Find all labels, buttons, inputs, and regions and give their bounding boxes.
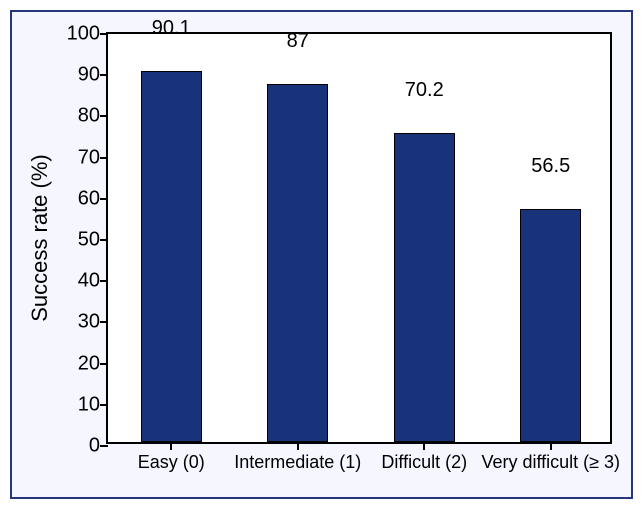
- x-tick-label: Difficult (2): [381, 442, 467, 473]
- y-tick-label: 40: [78, 270, 108, 293]
- x-tick-label: Very difficult (≥ 3): [481, 442, 620, 473]
- y-tick-label: 60: [78, 187, 108, 210]
- x-tick-label: Intermediate (1): [234, 442, 361, 473]
- bar: [141, 71, 202, 442]
- y-tick-label: 90: [78, 64, 108, 87]
- bar-value-label: 90.1: [152, 17, 191, 44]
- bar: [394, 133, 455, 442]
- x-tick-label: Easy (0): [138, 442, 205, 473]
- bar-value-label: 87: [287, 30, 309, 57]
- y-tick-label: 0: [89, 435, 108, 458]
- y-tick-label: 100: [67, 23, 108, 46]
- y-tick-label: 80: [78, 105, 108, 128]
- y-tick-label: 10: [78, 393, 108, 416]
- bar: [267, 84, 328, 442]
- bar-value-label: 70.2: [405, 79, 444, 106]
- bar: [520, 209, 581, 442]
- y-tick-label: 50: [78, 229, 108, 252]
- bar-value-label: 56.5: [531, 155, 570, 182]
- y-tick-label: 20: [78, 352, 108, 375]
- y-tick-label: 30: [78, 311, 108, 334]
- plot-area: 0102030405060708090100Easy (0)90.1Interm…: [106, 32, 612, 444]
- outer-container: 0 10 20 30 40 50 60 70 80 90 100 Easy (0) 90.1 Interm…: [0, 0, 643, 509]
- y-axis-title: Success rate (%): [27, 154, 53, 322]
- y-tick-label: 70: [78, 146, 108, 169]
- chart-frame: 0 10 20 30 40 50 60 70 80 90 100 Easy (0) 90.1 Interm…: [10, 10, 633, 499]
